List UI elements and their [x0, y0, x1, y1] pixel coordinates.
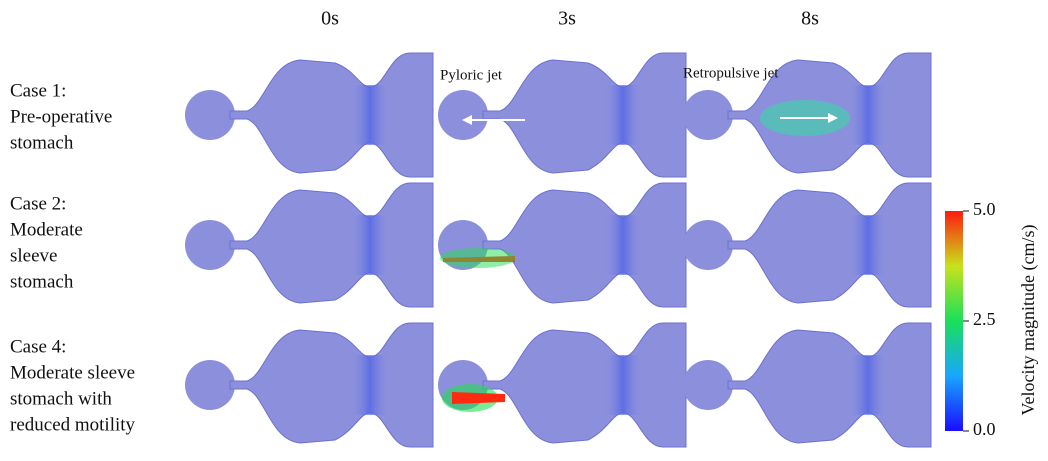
colorbar-label: Velocity magnitude (cm/s)	[1018, 225, 1039, 416]
stomach-body	[230, 183, 433, 307]
stomach-body	[230, 323, 433, 447]
contraction-band	[350, 85, 390, 145]
stomach-body	[230, 53, 433, 177]
colorbar-tick-label: 5.0	[973, 199, 996, 219]
row-label: Case 2:	[10, 193, 66, 214]
antrum-bulb	[185, 360, 235, 410]
jet-halo	[440, 248, 516, 268]
stomach-panel	[683, 183, 931, 307]
stomach-panel	[438, 183, 686, 307]
antrum-bulb	[185, 90, 235, 140]
row-label: stomach	[10, 271, 74, 292]
stomach-body	[728, 323, 931, 447]
row-label: Pre-operative	[10, 106, 112, 127]
row-label: stomach with	[10, 388, 112, 409]
stomach-body	[728, 183, 931, 307]
row-label: Case 4:	[10, 336, 66, 357]
stomach-panel	[683, 323, 931, 447]
stomach-panel	[185, 53, 433, 177]
colorbar-tick-label: 2.5	[973, 309, 996, 329]
row-label: Case 1:	[10, 80, 66, 101]
antrum-bulb	[683, 220, 733, 270]
contraction-band	[603, 85, 643, 145]
row-label: Moderate sleeve	[10, 362, 135, 383]
antrum-bulb	[683, 90, 733, 140]
stomach-body	[483, 323, 686, 447]
antrum-bulb	[683, 360, 733, 410]
annotation: Pyloric jet	[440, 67, 503, 83]
contraction-band	[848, 355, 888, 415]
annotation: Retropulsive jet	[683, 65, 779, 81]
stomach-panel	[185, 323, 433, 447]
row-label: Moderate	[10, 219, 83, 240]
antrum-bulb	[185, 220, 235, 270]
colorbar	[945, 211, 963, 431]
jet	[452, 392, 505, 404]
contraction-band	[350, 355, 390, 415]
column-header: 3s	[558, 8, 576, 30]
stomach-panel	[185, 183, 433, 307]
contraction-band	[848, 85, 888, 145]
contraction-band	[603, 355, 643, 415]
row-label: stomach	[10, 132, 74, 153]
column-header: 0s	[321, 8, 339, 30]
contraction-band	[350, 215, 390, 275]
column-header: 8s	[801, 8, 819, 30]
stomach-body	[483, 183, 686, 307]
contraction-band	[603, 215, 643, 275]
figure: 0s 3s 8s Case 1: Pre-operative stomach Case 2:…	[0, 0, 1048, 461]
row-label: reduced motility	[10, 414, 136, 435]
contraction-band	[848, 215, 888, 275]
row-label: sleeve	[10, 245, 57, 266]
antrum-bulb	[438, 90, 488, 140]
stomach-body	[483, 53, 686, 177]
page: {"columns": ["0s", "3s", "8s"], "rows": …	[0, 0, 1048, 461]
colorbar-tick-label: 0.0	[973, 419, 996, 439]
